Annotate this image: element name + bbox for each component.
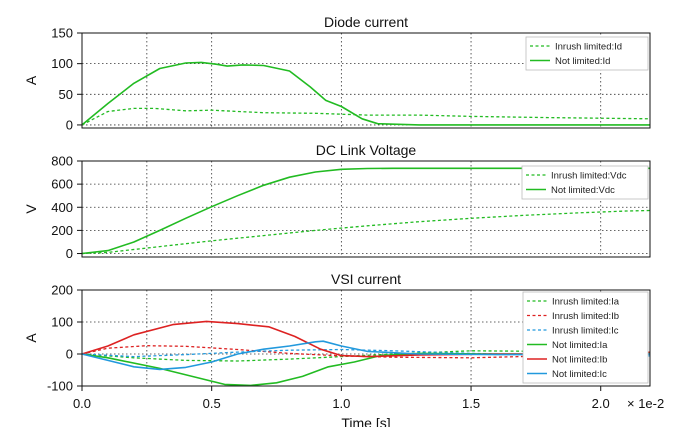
x-axis-label: Time [s] <box>341 415 390 427</box>
y-axis-label: A <box>23 333 39 343</box>
legend-label: Not limited:Ic <box>552 369 607 380</box>
x-tick-label: 0.0 <box>73 396 91 411</box>
chart-title: VSI current <box>331 271 401 287</box>
y-axis-label: V <box>23 204 39 214</box>
series-line <box>81 107 651 126</box>
y-tick-label: 100 <box>51 315 73 330</box>
legend-label: Inrush limited:Id <box>555 42 622 53</box>
legend-box <box>521 165 649 200</box>
y-tick-label: -100 <box>47 379 73 394</box>
series-line <box>81 61 650 126</box>
plot-frame <box>81 32 651 129</box>
legend-label: Not limited:Ia <box>552 340 608 351</box>
y-tick-label: 400 <box>51 200 73 215</box>
legend-box <box>522 291 649 384</box>
y-tick-label: 100 <box>51 56 73 71</box>
y-tick-label: 0 <box>66 246 73 261</box>
y-tick-label: 200 <box>51 223 73 238</box>
series-line <box>81 350 651 362</box>
legend-label: Not limited:Id <box>555 56 610 67</box>
legend-label: Inrush limited:Vdc <box>551 171 627 182</box>
y-tick-label: 800 <box>51 154 73 169</box>
x-tick-label: 1.0 <box>332 396 350 411</box>
chart-title: DC Link Voltage <box>316 142 417 158</box>
chart-panel-1: Diode current 0 50 100 150 A Inrush limited:Id… <box>23 14 651 132</box>
y-tick-label: 0 <box>66 117 73 132</box>
x-tick-label: 1.5 <box>462 396 480 411</box>
plot-frame <box>81 289 651 387</box>
y-tick-label: 600 <box>51 177 73 192</box>
y-tick-label: 200 <box>51 283 73 298</box>
x-axis-multiplier: × 1e-2 <box>627 396 664 411</box>
legend-label: Inrush limited:Ic <box>552 326 619 337</box>
x-tick-label: 2.0 <box>592 396 610 411</box>
chart-panel-2: DC Link Voltage 0 200 400 600 800 V Inrush limi… <box>23 142 651 261</box>
chart-title: Diode current <box>324 14 408 30</box>
legend-label: Inrush limited:Ib <box>552 311 619 322</box>
legend-label: Not limited:Ib <box>552 355 607 366</box>
y-tick-label: 150 <box>51 26 73 41</box>
legend-label: Not limited:Vdc <box>551 185 615 196</box>
series-line <box>81 340 651 371</box>
plot-frame <box>81 160 651 258</box>
series-line <box>81 209 651 255</box>
legend-box <box>525 36 649 71</box>
y-axis-label: A <box>23 75 39 85</box>
chart-panel-3: VSI current -100 0 100 200 A Inrush limited:Ia… <box>23 271 664 427</box>
y-tick-label: 50 <box>59 87 73 102</box>
legend-label: Inrush limited:Ia <box>552 297 620 308</box>
x-tick-label: 0.5 <box>203 396 221 411</box>
series-line <box>81 167 650 255</box>
series-line <box>81 320 650 358</box>
y-tick-label: 0 <box>66 347 73 362</box>
series-line <box>81 348 651 358</box>
